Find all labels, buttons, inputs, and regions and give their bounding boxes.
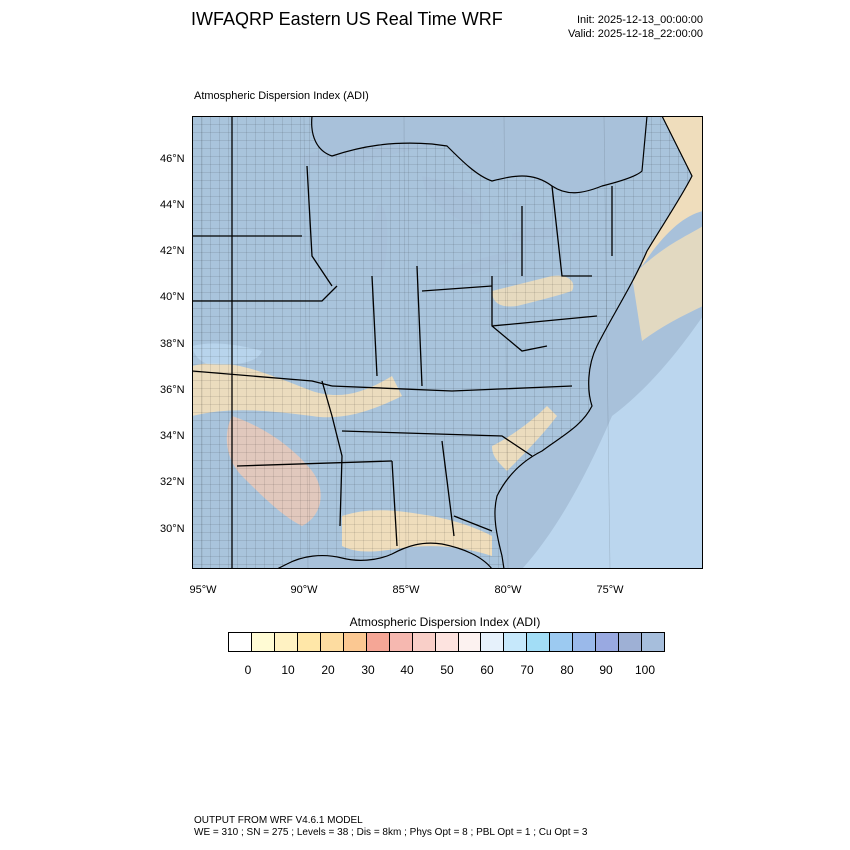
colorbar-box bbox=[320, 633, 344, 651]
model-info-footer: OUTPUT FROM WRF V4.6.1 MODEL WE = 310 ; … bbox=[194, 815, 587, 839]
colorbar-tick-label: 0 bbox=[244, 663, 252, 677]
model-version: OUTPUT FROM WRF V4.6.1 MODEL bbox=[194, 815, 363, 826]
map-border bbox=[192, 116, 703, 569]
colorbar-tick-label: 10 bbox=[281, 663, 295, 677]
colorbar-box bbox=[389, 633, 413, 651]
colorbar-box bbox=[596, 633, 620, 651]
colorbar bbox=[228, 632, 665, 652]
chart-title: IWFAQRP Eastern US Real Time WRF bbox=[191, 9, 503, 29]
lat-label: 40°N bbox=[160, 291, 185, 303]
lon-label: 95°W bbox=[189, 584, 217, 596]
colorbar-box bbox=[504, 633, 528, 651]
colorbar-tick-label: 20 bbox=[321, 663, 335, 677]
colorbar-box bbox=[343, 633, 367, 651]
lat-label: 34°N bbox=[160, 430, 185, 442]
lat-label: 36°N bbox=[160, 384, 185, 396]
lat-label: 44°N bbox=[160, 199, 185, 211]
state-boundaries bbox=[192, 116, 613, 569]
canada-region bbox=[492, 116, 647, 192]
lat-label: 42°N bbox=[160, 245, 185, 257]
map-subtitle: Atmospheric Dispersion Index (ADI) bbox=[194, 90, 369, 102]
colorbar-box bbox=[412, 633, 436, 651]
atlantic-coastal-low-adi bbox=[632, 226, 703, 341]
lat-label: 30°N bbox=[160, 523, 185, 535]
colorbar-box bbox=[229, 633, 252, 651]
coastline bbox=[192, 116, 693, 569]
colorbar-tick-label: 90 bbox=[599, 663, 613, 677]
adi-map bbox=[192, 116, 703, 569]
init-time: Init: 2025-12-13_00:00:00 bbox=[577, 14, 703, 26]
colorbar-box bbox=[619, 633, 643, 651]
lat-label: 32°N bbox=[160, 476, 185, 488]
colorbar-tick-label: 70 bbox=[520, 663, 534, 677]
colorbar-box bbox=[366, 633, 390, 651]
colorbar-box bbox=[435, 633, 459, 651]
atlantic-high-adi-band bbox=[522, 316, 703, 569]
colorbar-tick-label: 100 bbox=[634, 663, 656, 677]
lat-label: 38°N bbox=[160, 338, 185, 350]
colorbar-box bbox=[251, 633, 275, 651]
county-boundaries bbox=[192, 116, 692, 569]
colorbar-box bbox=[274, 633, 298, 651]
colorbar-tick-label: 60 bbox=[480, 663, 494, 677]
model-config: WE = 310 ; SN = 275 ; Levels = 38 ; Dis … bbox=[194, 827, 588, 838]
colorbar-box bbox=[550, 633, 574, 651]
lat-label: 46°N bbox=[160, 153, 185, 165]
graticule bbox=[201, 116, 611, 569]
colorbar-tick-label: 40 bbox=[400, 663, 414, 677]
colorbar-box bbox=[527, 633, 551, 651]
lon-label: 75°W bbox=[596, 584, 624, 596]
lon-label: 90°W bbox=[290, 584, 318, 596]
lon-label: 85°W bbox=[392, 584, 420, 596]
colorbar-title: Atmospheric Dispersion Index (ADI) bbox=[349, 615, 541, 629]
colorbar-box bbox=[458, 633, 482, 651]
lon-label: 80°W bbox=[494, 584, 522, 596]
colorbar-tick-label: 80 bbox=[560, 663, 574, 677]
colorbar-box bbox=[481, 633, 505, 651]
colorbar-box bbox=[573, 633, 597, 651]
run-time-info: Init: 2025-12-13_00:00:00 Valid: 2025-12… bbox=[520, 13, 703, 41]
colorbar-tick-label: 50 bbox=[440, 663, 454, 677]
valid-time: Valid: 2025-12-18_22:00:00 bbox=[568, 28, 703, 40]
colorbar-tick-label: 30 bbox=[361, 663, 375, 677]
colorbar-box bbox=[297, 633, 321, 651]
colorbar-box bbox=[642, 633, 665, 651]
map-canvas bbox=[192, 116, 703, 569]
